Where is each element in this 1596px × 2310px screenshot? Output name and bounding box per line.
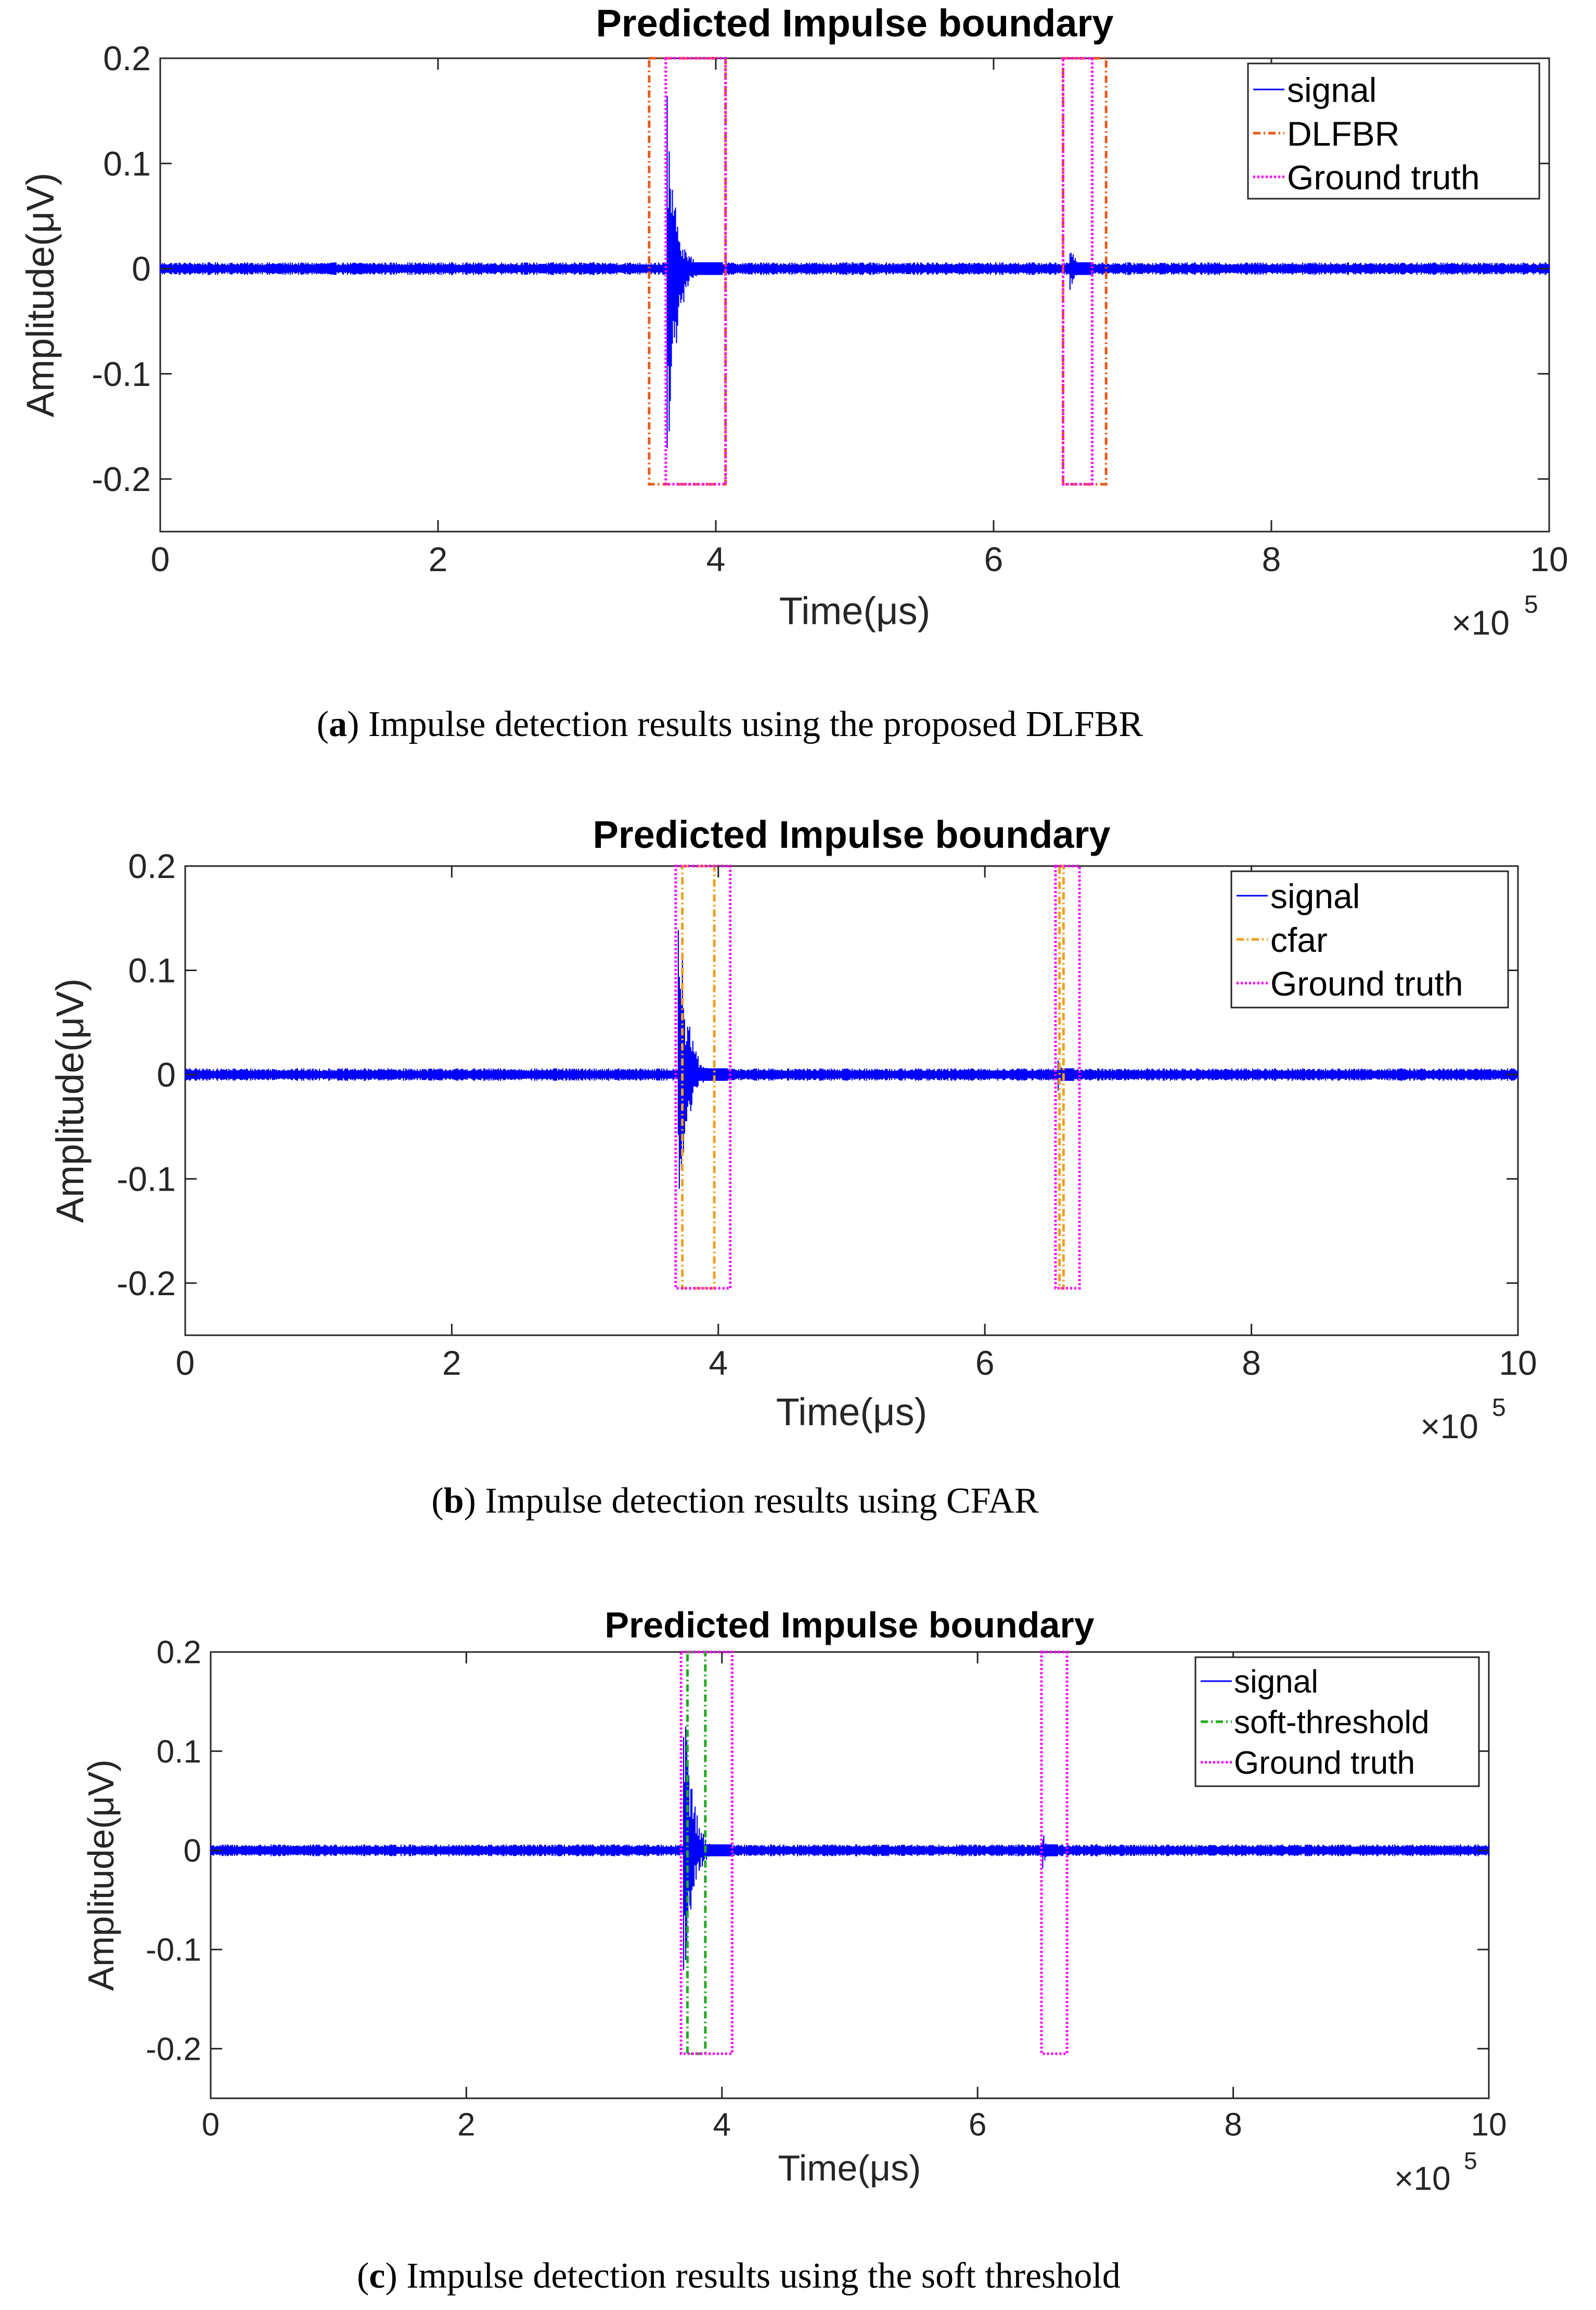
- ground-truth-box: [674, 864, 732, 1290]
- x-tick-label: 6: [975, 1344, 995, 1382]
- svg-text:×10: ×10: [1451, 603, 1510, 642]
- ground-truth-box: [1040, 1650, 1069, 2055]
- legend-box: [1194, 1656, 1480, 1787]
- x-tick-label: 2: [429, 540, 448, 578]
- svg-text:×10: ×10: [1420, 1407, 1478, 1446]
- svg-text:5: 5: [1524, 591, 1538, 618]
- x-exponent: ×10 5: [1451, 591, 1538, 642]
- y-tick-label: -0.2: [146, 2031, 201, 2067]
- x-tick-label: 6: [984, 540, 1003, 578]
- y-tick-label: 0.1: [128, 951, 176, 990]
- x-tick-label: 0: [151, 540, 170, 578]
- signal-impulse: [1069, 252, 1091, 290]
- x-tick-label: 10: [1471, 2107, 1507, 2143]
- legend: signal cfar Ground truth: [1230, 870, 1509, 1009]
- legend: signal soft-threshold Ground truth: [1194, 1656, 1480, 1787]
- x-tick-label: 6: [969, 2107, 986, 2143]
- y-tick-label: 0.1: [157, 1734, 201, 1770]
- y-tick-label: 0: [132, 250, 151, 288]
- signal-impulse: [1042, 1835, 1058, 1868]
- y-tick-label: 0.2: [157, 1635, 201, 1671]
- legend-box: [1230, 870, 1509, 1009]
- y-tick-label: 0.2: [103, 39, 151, 78]
- y-tick-label: -0.2: [92, 460, 151, 498]
- x-exponent: ×10 5: [1394, 2147, 1477, 2197]
- x-tick-label: 8: [1262, 540, 1281, 578]
- legend: signal DLFBR Ground truth: [1247, 62, 1540, 200]
- legend-label-ground-truth: Ground truth: [1234, 1745, 1415, 1781]
- x-axis-label: Time(μs): [779, 589, 931, 633]
- panel-caption: (a) Impulse detection results using the …: [317, 704, 1143, 744]
- y-tick-label: -0.1: [146, 1932, 201, 1968]
- legend-label-signal: signal: [1234, 1664, 1318, 1700]
- y-tick-label: -0.1: [92, 355, 151, 393]
- legend-label-method: DLFBR: [1287, 114, 1399, 153]
- signal-impulse: [666, 96, 723, 448]
- legend-label-signal: signal: [1270, 877, 1360, 915]
- chart-panel-b: 0.2 0.1 0 -0.1 -0.2 0 2 4 6 8 10 Predicted Impuls…: [48, 813, 1537, 1521]
- y-tick-label: -0.2: [117, 1264, 176, 1302]
- x-tick-label: 0: [202, 2107, 220, 2143]
- svg-text:5: 5: [1492, 1394, 1506, 1422]
- legend-label-ground-truth: Ground truth: [1270, 964, 1463, 1003]
- y-tick-label: 0.1: [103, 144, 151, 183]
- y-tick-label: 0.2: [128, 847, 176, 885]
- chart-title: Predicted Impulse boundary: [596, 2, 1113, 45]
- y-tick-label: -0.1: [117, 1159, 176, 1198]
- legend-box: [1247, 62, 1540, 200]
- x-tick-label: 10: [1530, 540, 1568, 578]
- x-tick-label: 8: [1224, 2107, 1242, 2143]
- y-axis-label: Amplitude(μV): [19, 173, 62, 417]
- y-tick-label: 0: [157, 1055, 176, 1094]
- x-tick-label: 4: [709, 1344, 728, 1382]
- x-tick-label: 0: [176, 1344, 195, 1382]
- legend-label-ground-truth: Ground truth: [1287, 158, 1480, 197]
- ground-truth-box: [1054, 864, 1081, 1290]
- chart-panel-a: 0.2 0.1 0 -0.1 -0.2 0 2 4 6 8 10 Predicted Impuls…: [19, 2, 1568, 744]
- x-axis-label: Time(μs): [776, 1390, 928, 1434]
- x-exponent: ×10 5: [1420, 1394, 1506, 1446]
- x-tick-label: 2: [457, 2107, 475, 2143]
- ground-truth-box: [1062, 57, 1094, 486]
- chart-panel-c: 0.2 0.1 0 -0.1 -0.2 0 2 4 6 8 10 Predicted Impuls…: [81, 1605, 1507, 2296]
- x-tick-label: 2: [442, 1344, 461, 1382]
- signal-noise: [184, 1068, 1519, 1081]
- x-axis-label: Time(μs): [778, 2148, 921, 2188]
- panel-caption: (c) Impulse detection results using the …: [357, 2256, 1121, 2296]
- svg-text:5: 5: [1464, 2147, 1477, 2174]
- svg-text:×10: ×10: [1394, 2160, 1451, 2197]
- x-tick-label: 4: [713, 2107, 731, 2143]
- legend-label-method: soft-threshold: [1234, 1705, 1430, 1740]
- x-tick-label: 4: [706, 540, 726, 578]
- method-boundary-box: [648, 57, 727, 486]
- chart-title: Predicted Impulse boundary: [604, 1605, 1094, 1645]
- legend-label-method: cfar: [1270, 921, 1328, 959]
- y-axis-label: Amplitude(μV): [81, 1760, 121, 1991]
- chart-title: Predicted Impulse boundary: [593, 813, 1110, 856]
- y-tick-label: 0: [184, 1833, 201, 1869]
- legend-label-signal: signal: [1287, 71, 1376, 109]
- x-tick-label: 10: [1499, 1344, 1537, 1382]
- ground-truth-box: [679, 1650, 733, 2055]
- panel-caption: (b) Impulse detection results using CFAR: [431, 1481, 1039, 1521]
- x-tick-label: 8: [1242, 1344, 1261, 1382]
- ground-truth-box: [664, 57, 727, 486]
- y-axis-label: Amplitude(μV): [48, 978, 92, 1223]
